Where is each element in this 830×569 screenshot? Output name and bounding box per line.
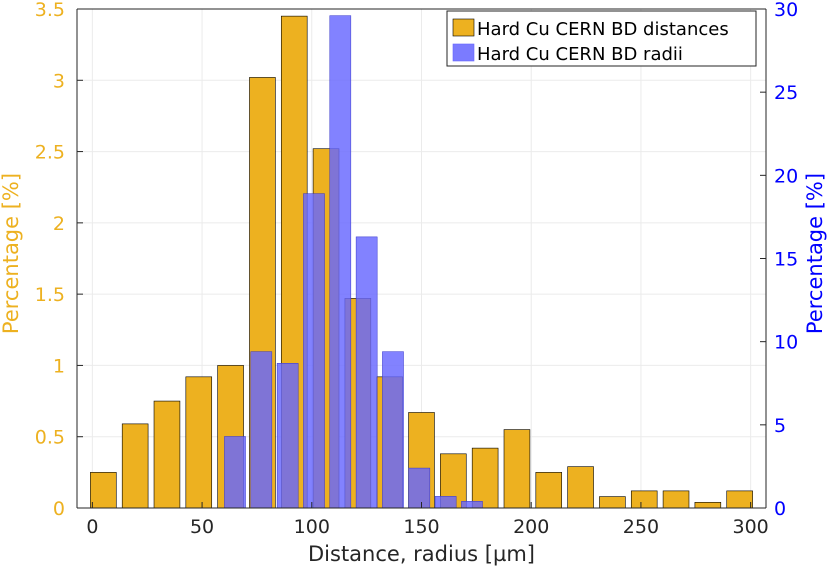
y-left-tick-label: 3 (53, 70, 65, 92)
y-left-tick-label: 0.5 (35, 427, 65, 449)
y-left-tick-label: 2 (53, 213, 65, 235)
grid-lines (77, 8, 766, 509)
y-left-tick-label: 0 (53, 498, 65, 520)
y-axis-label-right: Percentage [%] (803, 173, 827, 334)
legend: Hard Cu CERN BD distances Hard Cu CERN B… (446, 10, 757, 67)
radius-bar (276, 363, 299, 509)
distance-bar (153, 400, 181, 509)
y-right-tick-label: 20 (774, 165, 798, 187)
radius-bar (224, 436, 246, 509)
x-tick-label: 300 (733, 516, 769, 538)
y-right-tick-label: 0 (774, 498, 786, 520)
y-left-tick-label: 2.5 (35, 142, 65, 164)
legend-label-distances: Hard Cu CERN BD distances (477, 19, 729, 40)
legend-swatch-radii (452, 43, 475, 62)
distance-bar (90, 472, 117, 509)
x-tick-label: 100 (294, 516, 330, 538)
legend-box (446, 10, 757, 67)
distance-bar (567, 466, 594, 509)
radii-bars (224, 15, 483, 509)
x-tick-label: 250 (623, 516, 659, 538)
x-tick-label: 150 (403, 516, 439, 538)
radius-bar (408, 467, 431, 509)
distance-bar (599, 496, 626, 509)
axes (76, 8, 767, 509)
y-left-tick-label: 1 (53, 355, 65, 377)
y-right-tick-label: 15 (774, 249, 798, 271)
distance-bar (662, 490, 690, 509)
x-tick-label: 200 (513, 516, 549, 538)
distance-bar (694, 501, 722, 509)
tick-labels: 0 50 100 150 200 250 30000.511.522.533.5051015… (35, 0, 798, 538)
legend-swatch-distances (452, 18, 475, 37)
y-right-tick-label: 10 (774, 332, 798, 354)
y-left-tick-label: 1.5 (35, 284, 65, 306)
distance-bar (503, 429, 531, 509)
radius-bar (355, 236, 378, 509)
radius-bar (303, 193, 325, 509)
distance-bar (471, 447, 499, 509)
y-right-tick-label: 25 (774, 82, 798, 104)
y-axis-label-left: Percentage [%] (0, 173, 23, 334)
distance-bar (185, 376, 213, 509)
distance-bar (535, 472, 563, 509)
y-left-tick-label: 3.5 (35, 0, 65, 21)
distance-bar (121, 423, 149, 509)
x-tick-label: 0 (86, 516, 98, 538)
distance-bar (630, 490, 658, 509)
radius-bar (461, 501, 483, 509)
x-axis-label: Distance, radius [µm] (308, 542, 535, 566)
radius-bar (382, 351, 404, 509)
x-tick-label: 50 (190, 516, 214, 538)
y-right-tick-label: 5 (774, 415, 786, 437)
legend-label-radii: Hard Cu CERN BD radii (477, 44, 683, 65)
radius-bar (434, 496, 457, 509)
distance-bar (726, 490, 753, 509)
radius-bar (250, 351, 273, 509)
y-right-tick-label: 30 (774, 0, 798, 21)
radius-bar (329, 15, 352, 509)
